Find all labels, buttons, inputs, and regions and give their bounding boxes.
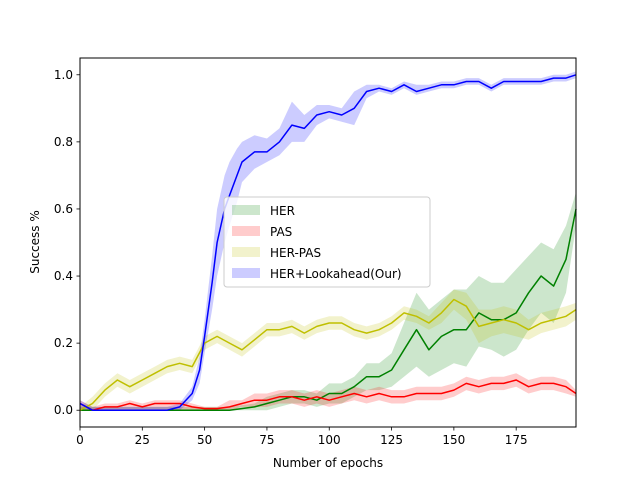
band-her-lookahead-our (80, 71, 576, 411)
x-axis-title: Number of epochs (273, 456, 383, 470)
legend-label-her-pas: HER-PAS (270, 246, 321, 260)
x-tick-label: 0 (76, 433, 84, 447)
legend-swatch-her (232, 205, 260, 215)
series-lines (79, 74, 577, 411)
legend-label-pas: PAS (270, 225, 292, 239)
confidence-bands (80, 71, 576, 411)
y-tick-label: 0.2 (54, 336, 73, 350)
line-her-pas (79, 298, 577, 411)
legend-label-her: HER (270, 204, 295, 218)
legend-label-her-lookahead: HER+Lookahead(Our) (270, 267, 402, 281)
y-tick-label: 0.0 (54, 403, 73, 417)
x-tick-label: 100 (318, 433, 341, 447)
line-her (80, 208, 577, 411)
legend-swatch-pas (232, 226, 260, 236)
legend-box (223, 196, 431, 288)
y-axis-title: Success % (28, 210, 42, 274)
legend-swatch-her-lookahead (232, 268, 260, 278)
x-tick-label: 125 (380, 433, 403, 447)
band-her (80, 192, 576, 411)
legend: HER PAS HER-PAS HER+Lookahead(Our) (223, 196, 431, 288)
legend-swatch-her-pas (232, 247, 260, 257)
axis-ticks: 0 25 50 75 100 125 150 175 0.0 0.2 0.4 0.6 0.8 1.0 (54, 68, 528, 447)
y-tick-label: 0.4 (54, 269, 73, 283)
x-tick-label: 150 (442, 433, 465, 447)
line-her-lookahead-our (79, 74, 577, 411)
y-tick-label: 1.0 (54, 68, 73, 82)
x-tick-label: 50 (197, 433, 212, 447)
band-pas (80, 373, 576, 411)
line-pas (79, 379, 577, 411)
x-tick-label: 25 (135, 433, 150, 447)
y-tick-label: 0.8 (54, 135, 73, 149)
y-tick-label: 0.6 (54, 202, 73, 216)
plot-frame (79, 57, 577, 428)
x-tick-label: 75 (259, 433, 274, 447)
x-tick-label: 175 (505, 433, 528, 447)
